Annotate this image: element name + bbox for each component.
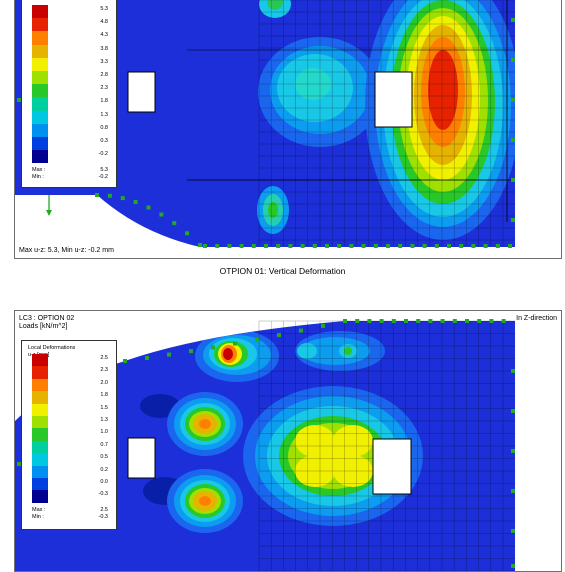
legend-title-line: Local Deformations [28,345,76,351]
legend-level-label: 1.3 [100,111,108,118]
legend-max-value: 2.5 [100,507,108,513]
legend-level-label: 1.8 [100,98,108,105]
legend-swatch [32,478,48,491]
legend-swatch [32,428,48,441]
legend-swatch [32,97,48,111]
legend-swatch [32,490,48,503]
legend-swatch [32,137,48,151]
legend-level-label: 2.5 [100,355,108,361]
legend-swatch [32,391,48,404]
legend-level-label: 5.3 [100,6,108,12]
fe-mesh [258,320,515,571]
result-window-option-01: X 5.3 4.8 4.3 3.8 3.3 2.8 2.3 1.8 1.3 0.8 0.3 -0.2 … [14,0,562,259]
slab-opening[interactable] [372,438,412,495]
legend-min-value: -0.3 [98,514,108,520]
legend-level-label: 0.8 [100,124,108,131]
load-case-title: LC3 : OPTION 02 [19,315,75,322]
legend-swatch [32,71,48,85]
legend-min-value: -0.2 [98,174,108,180]
support-nodes [17,18,515,248]
figure-caption: OTPION 01: Vertical Deformation [219,266,346,276]
legend-level-label: -0.2 [98,151,108,158]
color-legend: Local Deformations u-z [mm] 2.52.32.01.8… [21,340,117,530]
legend-level-label: 3.8 [100,45,108,52]
legend-level-label: 0.5 [100,454,108,461]
load-case-header: LC3 : OPTION 02 Loads [kN/m^2] [19,315,74,331]
legend-level-label: 4.8 [100,19,108,26]
legend-level-label: 2.8 [100,72,108,78]
slab-opening[interactable] [127,71,156,113]
contour-plot-option-02[interactable]: X [15,311,561,571]
legend-level-label: 1.0 [100,429,108,436]
slab-opening[interactable] [374,71,413,128]
load-units: Loads [kN/m^2] [19,323,68,330]
legend-min-label: Min : [32,514,44,520]
legend-swatch [32,110,48,124]
legend-min-label: Min : [32,174,44,180]
legend-level-label: 2.3 [100,367,108,374]
legend-swatch [32,416,48,429]
contour-plot-option-01[interactable]: X [15,0,561,258]
legend-level-label: 1.5 [100,404,108,411]
legend-swatch [32,453,48,466]
result-window-option-02: X LC3 : OPTION 02 Loads [kN/m^2] In Z-di… [14,310,562,572]
legend-swatch [32,84,48,98]
legend-level-label: 0.3 [100,138,108,144]
legend-swatch [32,403,48,416]
legend-level-label: 2.0 [100,379,108,386]
legend-level-label: 1.8 [100,392,108,399]
legend-level-label: 1.3 [100,417,108,423]
legend-level-label: 0.2 [100,466,108,473]
legend-level-label: 2.3 [100,85,108,92]
legend-swatch [32,440,48,454]
legend-swatch [32,378,48,392]
color-legend: 5.3 4.8 4.3 3.8 3.3 2.8 2.3 1.8 1.3 0.8 0.3 -0.2 Ma… [21,0,117,188]
legend-swatch [32,354,48,367]
legend-level-label: -0.3 [98,491,108,498]
legend-max-label: Max : [32,507,46,513]
deformation-contours [257,0,515,240]
legend-swatch [32,150,48,164]
legend-swatch [32,465,48,478]
legend-swatch [32,31,48,45]
direction-label: In Z-direction [516,315,557,322]
legend-max-label: Max : [32,167,46,173]
legend-swatch [32,366,48,379]
legend-level-label: 3.3 [100,58,108,65]
legend-swatch [32,44,48,58]
legend-max-value: 5.3 [100,167,108,173]
legend-swatch [32,57,48,71]
legend-level-label: 0.0 [100,479,108,485]
legend-swatch [32,123,48,137]
legend-swatch [32,18,48,32]
slab-opening[interactable] [127,437,156,479]
legend-level-label: 0.7 [100,441,108,448]
legend-level-label: 4.3 [100,32,108,39]
legend-swatch [32,5,48,19]
status-text: Max u-z: 5.3, Min u-z: -0.2 mm [19,247,114,254]
